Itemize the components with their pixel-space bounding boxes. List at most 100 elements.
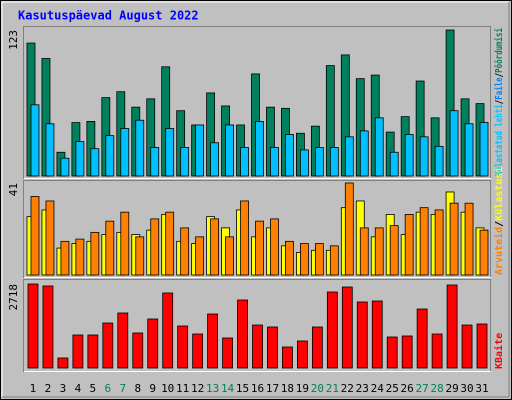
bar: [461, 324, 473, 369]
bar: [117, 312, 129, 369]
x-tick-label: 30: [460, 382, 473, 395]
bar: [105, 220, 115, 276]
bar: [237, 299, 248, 369]
x-tick-label: 23: [356, 382, 369, 395]
bar: [225, 124, 234, 177]
bar: [326, 291, 338, 369]
bar: [404, 134, 414, 177]
x-tick-label: 12: [191, 382, 204, 395]
x-tick-label: 20: [311, 382, 324, 395]
bar: [255, 220, 264, 276]
bar: [476, 323, 488, 369]
bar: [105, 135, 115, 177]
bar: [45, 123, 55, 177]
bar: [165, 211, 175, 276]
bar: [210, 142, 219, 177]
bar: [30, 196, 40, 276]
x-tick-label: 14: [221, 382, 235, 395]
x-tick-label: 3: [60, 382, 67, 395]
bar: [135, 236, 145, 276]
x-tick-label: 31: [475, 382, 488, 395]
bar: [389, 151, 399, 177]
y-tick-label: 2718: [7, 284, 20, 311]
y-tick-label: 123: [7, 30, 20, 50]
bar: [90, 231, 100, 276]
x-tick-label: 6: [105, 382, 112, 395]
bar: [180, 227, 190, 276]
bar: [464, 123, 474, 177]
x-tick-label: 27: [416, 382, 429, 395]
bar: [135, 119, 145, 177]
bar: [270, 218, 279, 276]
bar: [314, 243, 324, 276]
x-tick-label: 7: [119, 382, 126, 395]
legend-entry: Külastatud lehti: [493, 104, 505, 176]
legend-entry: Arvuteid: [493, 227, 505, 275]
bar: [359, 130, 369, 177]
bar: [329, 147, 339, 177]
x-tick-label: 21: [326, 382, 339, 395]
bar: [120, 128, 130, 177]
legend-entry: KBaite: [493, 333, 505, 369]
bar: [195, 124, 205, 177]
bar: [225, 236, 234, 276]
bar: [90, 148, 100, 177]
bar: [344, 182, 354, 276]
bar: [255, 120, 264, 177]
bar: [30, 104, 40, 177]
bar: [165, 128, 175, 177]
x-tick-label: 5: [90, 382, 97, 395]
legend-separator: /: [494, 73, 505, 77]
bar: [87, 334, 99, 369]
bar: [45, 200, 55, 276]
bar: [75, 238, 85, 276]
bar: [60, 157, 70, 177]
bar: [431, 333, 443, 369]
bar: [207, 313, 218, 369]
x-tick-label: 26: [401, 382, 414, 395]
x-tick-label: 1: [30, 382, 37, 395]
bar: [180, 147, 190, 177]
legend-separator: /: [494, 221, 505, 227]
bar: [297, 340, 308, 369]
bar: [252, 324, 263, 369]
chart-title: Kasutuspäevad August 2022: [18, 9, 199, 23]
bar: [341, 286, 353, 369]
legend-separator: /: [494, 100, 505, 104]
x-tick-label: 29: [445, 382, 458, 395]
x-tick-label: 9: [149, 382, 156, 395]
x-tick-label: 17: [266, 382, 279, 395]
bar: [446, 284, 458, 369]
bar: [240, 147, 249, 177]
bar: [404, 214, 414, 276]
x-tick-label: 2: [45, 382, 52, 395]
bar: [150, 147, 160, 177]
bar: [270, 147, 279, 177]
bar: [329, 245, 339, 276]
x-tick-label: 13: [206, 382, 219, 395]
bar: [374, 227, 384, 276]
y-tick-label: 41: [7, 183, 20, 196]
legend: Külastatud lehti/Faile/Pöördumisi: [493, 28, 505, 176]
x-tick-label: 18: [281, 382, 294, 395]
x-tick-label: 24: [371, 382, 385, 395]
bar: [416, 308, 428, 369]
x-tick-label: 4: [75, 382, 82, 395]
bar: [311, 326, 323, 369]
bar: [210, 218, 219, 276]
bar: [267, 326, 278, 369]
bar: [147, 318, 159, 369]
bar: [132, 332, 144, 369]
bar: [27, 283, 39, 369]
bar: [371, 300, 383, 369]
bar: [389, 225, 399, 276]
bar: [102, 322, 114, 369]
bar: [75, 141, 85, 177]
x-tick-label: 11: [176, 382, 189, 395]
legend-entry: Pöördumisi: [493, 28, 505, 73]
legend: KBaite: [493, 333, 505, 369]
x-tick-label: 10: [161, 382, 174, 395]
x-tick-label: 8: [134, 382, 141, 395]
x-tick-label: 19: [296, 382, 309, 395]
